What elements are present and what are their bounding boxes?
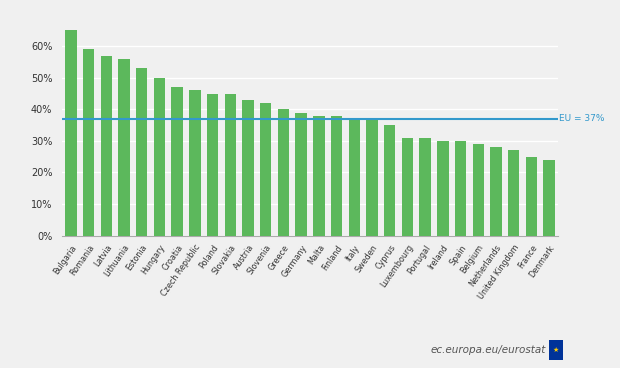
Bar (526, 157, 537, 236)
Bar (278, 109, 289, 236)
Bar (331, 116, 342, 236)
Text: ec.europa.eu/eurostat: ec.europa.eu/eurostat (430, 345, 546, 355)
Bar (366, 119, 378, 236)
Bar (171, 87, 183, 236)
Bar (100, 56, 112, 236)
Bar (490, 147, 502, 236)
Bar (508, 151, 520, 236)
Text: EU = 37%: EU = 37% (559, 114, 604, 123)
Bar (543, 160, 555, 236)
Bar (224, 93, 236, 236)
Bar (65, 31, 77, 236)
Bar (402, 138, 413, 236)
Bar (295, 113, 307, 236)
Bar (136, 68, 148, 236)
Bar (260, 103, 272, 236)
Bar (189, 91, 201, 236)
Bar (242, 100, 254, 236)
Text: ★: ★ (553, 347, 559, 353)
Bar (348, 119, 360, 236)
Bar (83, 49, 94, 236)
Bar (455, 141, 466, 236)
Bar (472, 144, 484, 236)
Bar (437, 141, 449, 236)
Bar (207, 93, 218, 236)
Bar (154, 78, 165, 236)
Bar (384, 125, 396, 236)
Bar (313, 116, 325, 236)
Bar (118, 59, 130, 236)
Bar (419, 138, 431, 236)
